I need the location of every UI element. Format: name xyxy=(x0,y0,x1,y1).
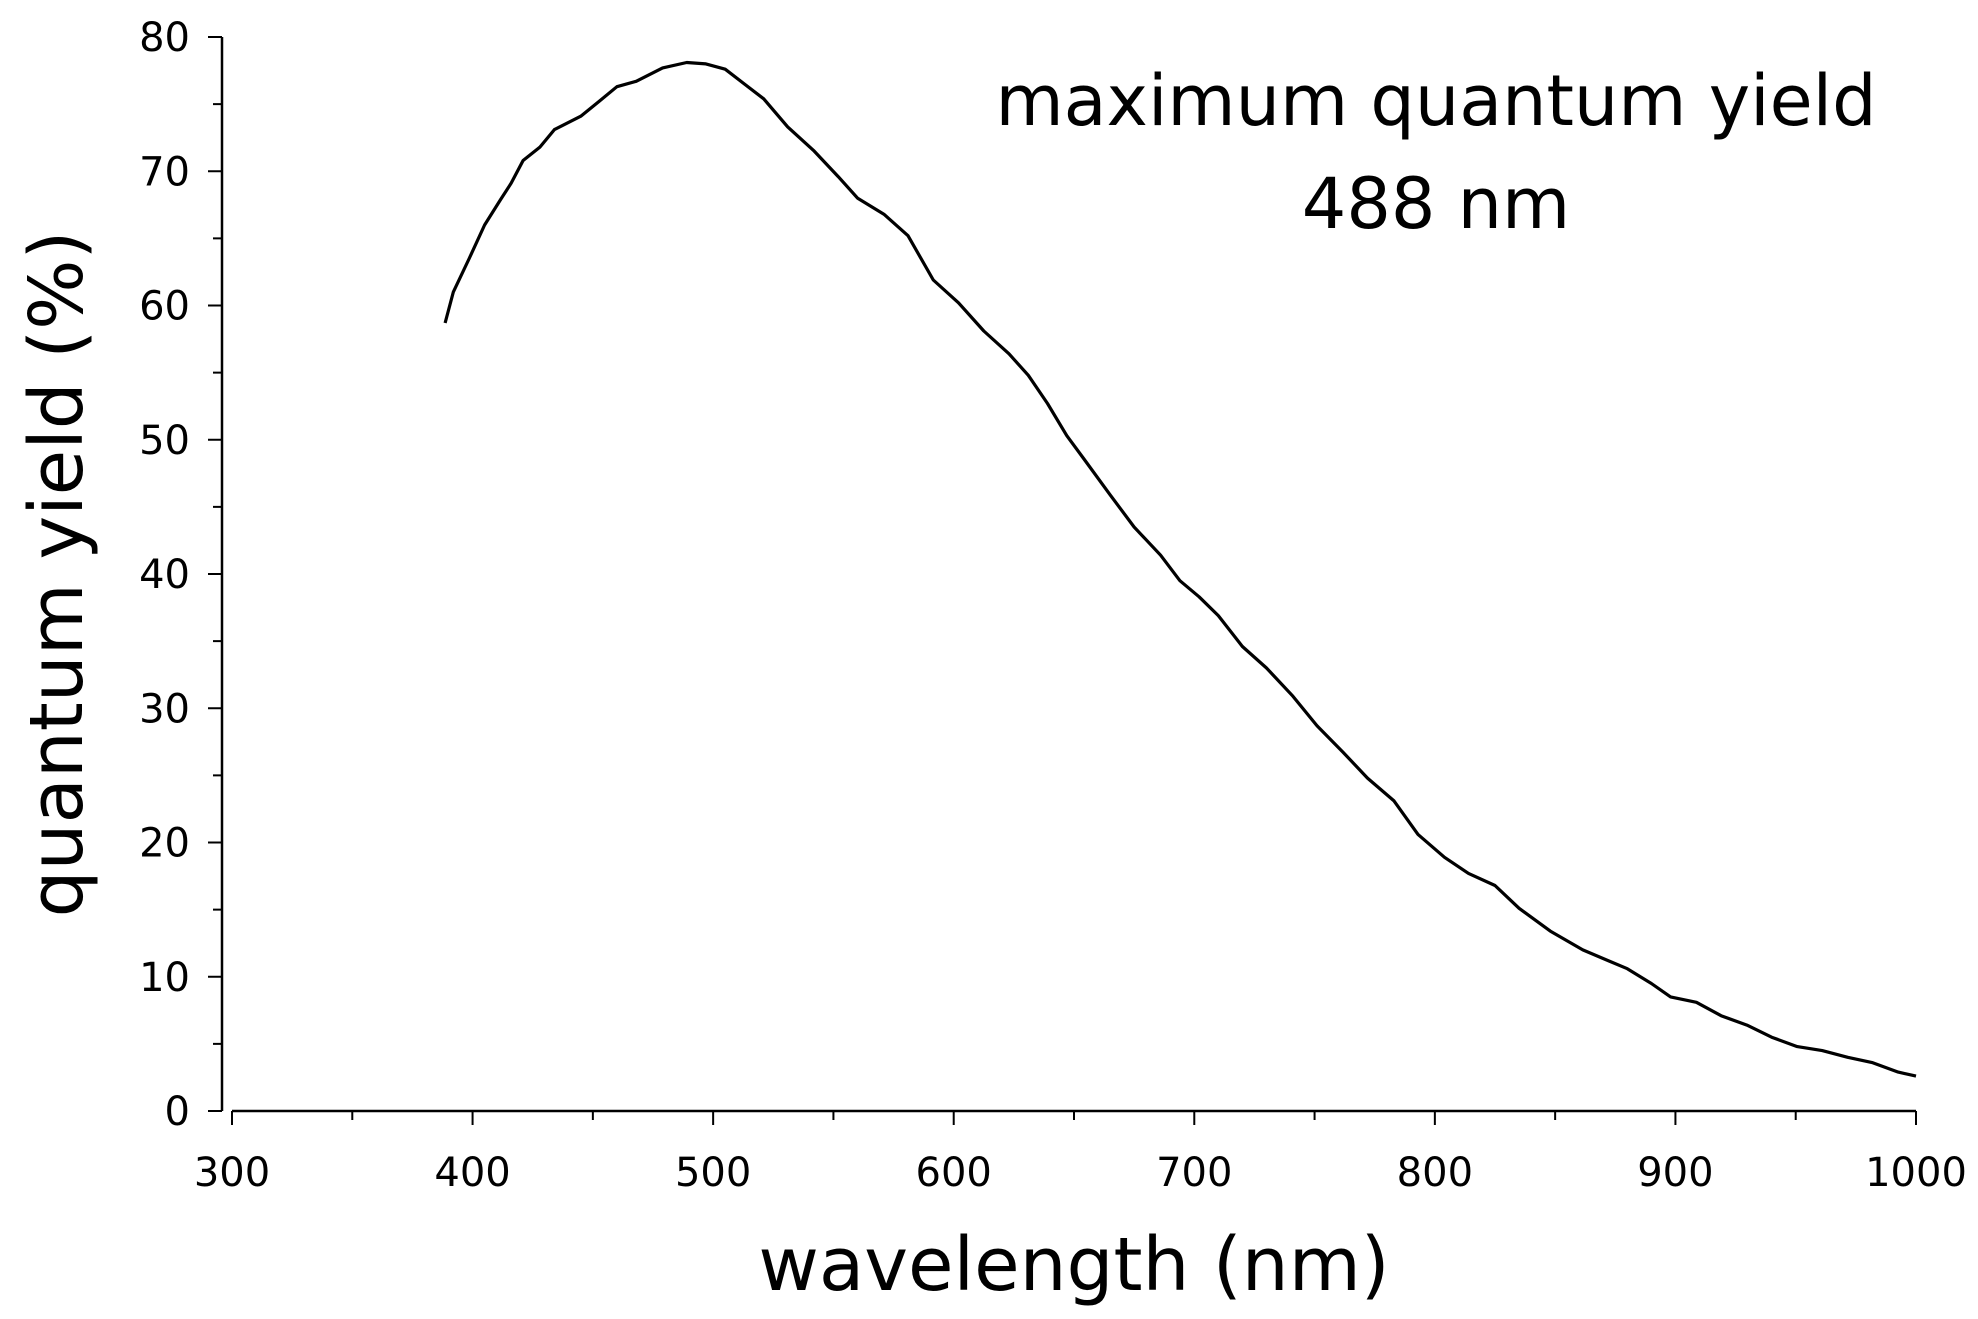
y-tick-label: 80 xyxy=(139,15,190,61)
x-tick-label: 700 xyxy=(1156,1150,1232,1196)
x-tick-label: 600 xyxy=(916,1150,992,1196)
ticks: 300 400 500 600 700 800 900 1000 0 10 20 30 40 50 60 70… xyxy=(139,15,1967,1196)
annotation-line-1: maximum quantum yield xyxy=(995,60,1876,142)
y-tick-label: 70 xyxy=(139,149,190,195)
y-tick-label: 50 xyxy=(139,418,190,464)
x-tick-label: 800 xyxy=(1397,1150,1473,1196)
y-tick-label: 60 xyxy=(139,284,190,330)
y-tick-label: 20 xyxy=(139,821,190,867)
y-tick-label: 0 xyxy=(165,1089,190,1135)
x-tick-label: 300 xyxy=(194,1150,270,1196)
series-line-quantum-yield xyxy=(443,60,1917,1078)
y-tick-label: 30 xyxy=(139,686,190,732)
x-tick-label: 500 xyxy=(675,1150,751,1196)
annotation-line-2: 488 nm xyxy=(1302,163,1570,245)
y-axis-title: quantum yield (%) xyxy=(14,231,100,918)
series xyxy=(443,60,1917,1078)
x-tick-label: 1000 xyxy=(1865,1150,1967,1196)
x-axis-title: wavelength (nm) xyxy=(758,1222,1389,1308)
y-tick-label: 10 xyxy=(139,955,190,1001)
axes xyxy=(220,37,1916,1113)
x-tick-label: 900 xyxy=(1637,1150,1713,1196)
x-tick-label: 400 xyxy=(434,1150,510,1196)
y-tick-label: 40 xyxy=(139,552,190,598)
